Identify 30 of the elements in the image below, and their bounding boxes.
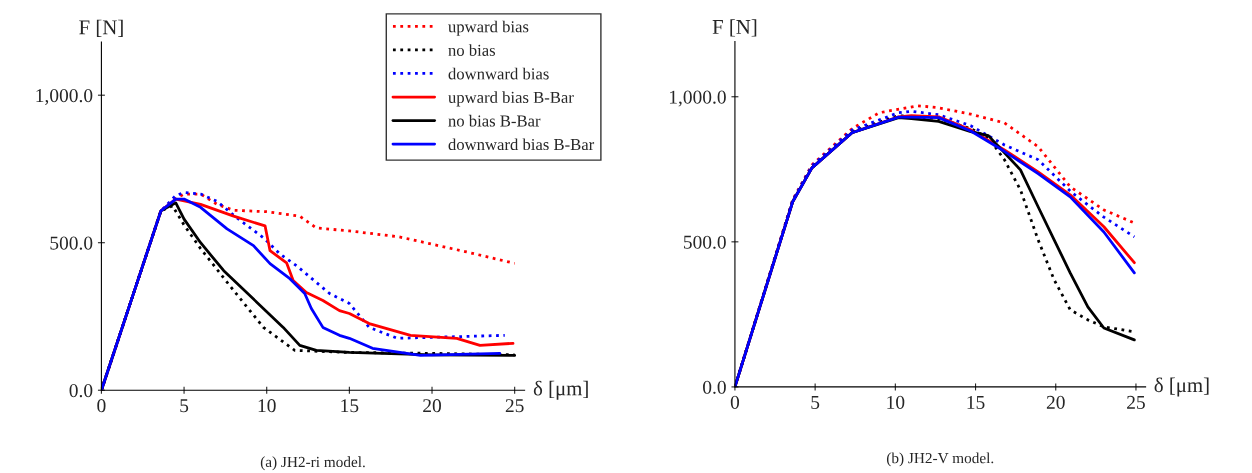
y-tick-label: 1,000.0 <box>669 90 726 107</box>
legend-label: no bias <box>448 44 496 56</box>
x-tick-label: 15 <box>967 395 985 409</box>
x-tick-label: 5 <box>811 396 820 409</box>
x-axis-title: δ [μm] <box>1154 377 1209 397</box>
y-tick-label: 500.0 <box>50 236 93 250</box>
x-tick-label: 0 <box>97 399 106 413</box>
x-axis-title: δ [μm] <box>533 380 588 400</box>
y-tick-label: 0.0 <box>69 384 93 398</box>
x-tick-label: 20 <box>1046 395 1065 409</box>
y-tick-label: 1,000.0 <box>36 89 93 105</box>
legend-label: no bias B-Bar <box>448 114 541 127</box>
y-axis-title: F [N] <box>712 19 757 37</box>
legend-label: upward bias B-Bar <box>448 91 574 107</box>
x-tick-label: 25 <box>505 399 524 413</box>
text: (a) JH2-ri model. <box>260 456 365 471</box>
x-tick-label: 10 <box>887 395 905 409</box>
x-tick-label: 20 <box>423 399 441 413</box>
y-tick-label: 0.0 <box>703 380 726 394</box>
x-tick-label: 0 <box>730 395 740 409</box>
text: (b) JH2-V model. <box>886 452 994 467</box>
y-axis-title: F [N] <box>79 19 123 37</box>
x-tick-label: 5 <box>180 399 189 413</box>
legend-label: downward bias B-Bar <box>448 138 595 151</box>
x-tick-label: 15 <box>341 399 359 413</box>
y-tick-label: 500.0 <box>683 235 726 249</box>
x-tick-label: 10 <box>258 399 276 413</box>
x-tick-label: 25 <box>1127 395 1145 409</box>
legend-label: upward bias <box>448 20 529 36</box>
legend-label: downward bias <box>448 67 549 80</box>
